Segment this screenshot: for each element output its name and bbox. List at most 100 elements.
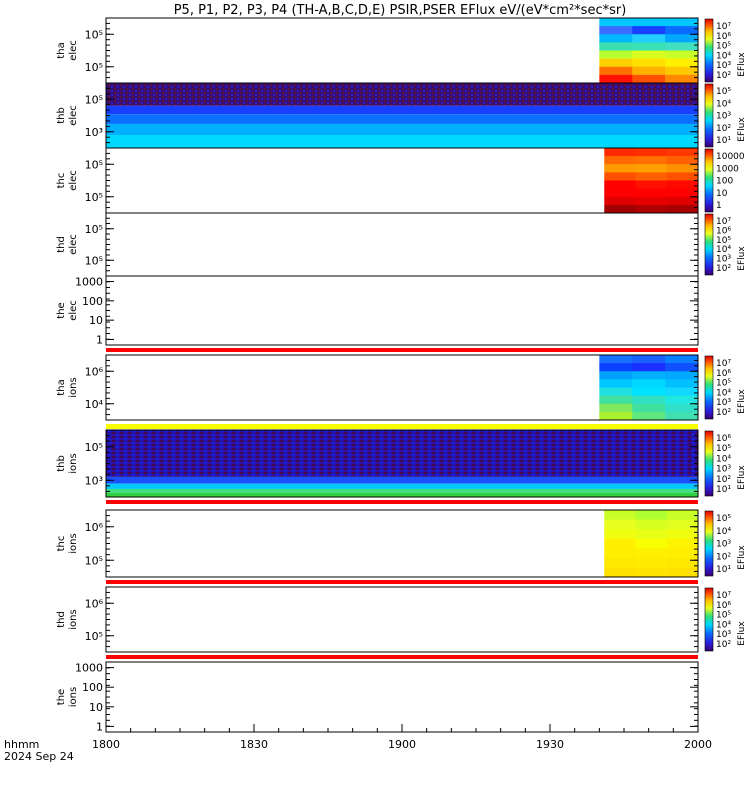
spectrogram-cell — [604, 196, 637, 206]
panel-label-line: elec — [68, 234, 79, 255]
spectrogram-cell — [604, 156, 637, 165]
colorbar-title: EFlux — [737, 545, 747, 570]
panel-label-line: ions — [68, 453, 79, 473]
colorbar-tick-label: 10³ — [716, 112, 731, 122]
spectrogram-cell — [635, 204, 668, 214]
spectrogram-cell — [632, 66, 666, 76]
spectrogram-cell — [632, 355, 666, 364]
spectrogram-cell — [666, 538, 699, 549]
spectrogram-band — [106, 135, 698, 148]
quality-flag-strip — [106, 655, 698, 659]
panel-label-line: ions — [68, 687, 79, 707]
y-tick-label: 1 — [96, 720, 103, 733]
colorbar-tick-label: 10⁴ — [716, 620, 731, 630]
panel-label-line: ions — [68, 377, 79, 397]
spectrogram-cell — [666, 180, 699, 190]
spectrogram-cell — [665, 371, 699, 380]
spectrogram-cell — [665, 395, 699, 405]
panel-label-line: the — [56, 302, 67, 318]
colorbar — [704, 18, 714, 83]
spectrogram-cell — [635, 529, 668, 540]
spectrogram-cell — [666, 204, 699, 214]
y-tick-label: 10⁵ — [85, 158, 103, 171]
y-tick-label: 10⁵ — [85, 223, 103, 236]
panel-label-line: thd — [56, 236, 67, 253]
colorbar — [704, 213, 714, 276]
x-tick-label: 1900 — [388, 738, 416, 751]
colorbar-title: EFlux — [737, 621, 747, 646]
spectrogram-cell — [604, 204, 637, 214]
colorbar-tick-label: 10¹ — [716, 565, 731, 575]
colorbar-tick-label: 10⁶ — [716, 369, 731, 379]
spectrogram-cell — [599, 379, 633, 388]
spectrogram-cell — [604, 188, 637, 198]
colorbar-tick-label: 10³ — [716, 540, 731, 550]
spectrogram-cell — [604, 172, 637, 181]
colorbar-tick-label: 10⁴ — [716, 388, 731, 398]
colorbar-title: EFlux — [737, 52, 747, 77]
colorbar-tick-label: 10² — [716, 71, 731, 81]
spectrogram-cell — [604, 567, 637, 578]
colorbar-tick-label: 10⁵ — [716, 87, 731, 97]
colorbar-tick-label: 1 — [716, 201, 722, 211]
panel-label-line: thc — [56, 173, 67, 189]
spectrogram-cell — [604, 548, 637, 559]
panel-frame — [105, 661, 699, 733]
spectrogram-cell — [635, 538, 668, 549]
spectrogram-cell — [635, 196, 668, 206]
colorbar-tick-label: 10⁶ — [716, 32, 731, 42]
colorbar-tick-label: 10⁵ — [716, 611, 731, 621]
spectrogram-cell — [632, 34, 666, 43]
spectrogram-cell — [604, 538, 637, 549]
y-tick-label: 1 — [96, 333, 103, 346]
colorbar — [704, 355, 714, 420]
spectrogram-cell — [599, 355, 633, 364]
x-axis-date: 2024 Sep 24 — [4, 750, 74, 763]
colorbar-tick-label: 10² — [716, 640, 731, 650]
panel-label-line: thb — [56, 455, 67, 472]
panel-frame — [105, 212, 699, 277]
spectrogram-cell — [599, 363, 633, 372]
x-tick-label: 1830 — [240, 738, 268, 751]
colorbar-title: EFlux — [737, 246, 747, 271]
colorbar — [704, 587, 714, 652]
spectrogram-cell — [632, 403, 666, 413]
y-tick-label: 10 — [89, 314, 103, 327]
spectrogram-cell — [599, 395, 633, 405]
spectrogram-cell — [665, 74, 699, 84]
colorbar-title: EFlux — [737, 465, 747, 490]
spectrogram-cell — [604, 180, 637, 190]
spectrogram-cell — [666, 148, 699, 157]
colorbar-tick-label: 10⁴ — [716, 454, 731, 464]
y-tick-label: 10 — [89, 701, 103, 714]
spectrogram-cell — [635, 156, 668, 165]
spectrogram-cell — [599, 26, 633, 35]
colorbar-tick-label: 10⁷ — [716, 217, 731, 227]
spectrogram-cell — [599, 66, 633, 76]
colorbar-tick-label: 10⁶ — [716, 601, 731, 611]
spectrogram-cell — [665, 403, 699, 413]
spectrogram-cell — [632, 395, 666, 405]
y-tick-label: 10⁵ — [85, 254, 103, 267]
spectrogram-cell — [665, 363, 699, 372]
spectrogram-cell — [635, 188, 668, 198]
panel-label-line: tha — [56, 379, 67, 395]
y-tick-label: 1000 — [75, 276, 103, 289]
y-tick-label: 100 — [82, 681, 103, 694]
spectrogram-cell — [632, 26, 666, 35]
y-tick-label: 10⁶ — [85, 365, 104, 378]
colorbar-tick-label: 10² — [716, 475, 731, 485]
x-axis: 1800 1830 1900 1930 2000 hhmm 2024 Sep 2… — [4, 738, 712, 763]
spectrogram-cell — [599, 387, 633, 397]
spectrogram-cell — [599, 74, 633, 84]
y-tick-label: 10⁵ — [85, 93, 103, 106]
colorbar-tick-label: 100 — [716, 177, 733, 187]
y-tick-label: 100 — [82, 295, 103, 308]
spectrogram-cell — [665, 379, 699, 388]
spectrogram-cell — [665, 26, 699, 35]
spectrogram-cell — [632, 42, 666, 51]
